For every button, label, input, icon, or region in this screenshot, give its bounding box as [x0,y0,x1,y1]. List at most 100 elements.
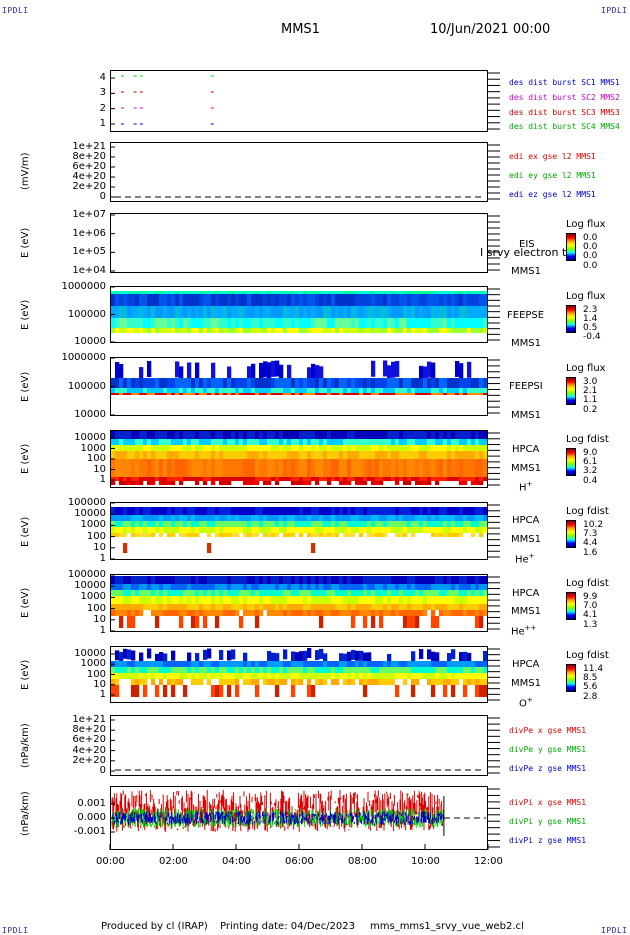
spec-feepsi-cell-1-93 [483,378,488,388]
spec-hpca-hepp-cell-5-84 [447,610,452,616]
spec-hpca-hepp-cell-4-52 [319,604,324,610]
spec-hpca-h-cell-1-56 [335,439,340,445]
spec-feepse-cell-4-75 [411,328,416,333]
spec-feepsi-cell-1-8 [143,378,148,388]
spec-feepse-cell-0-59 [347,291,352,294]
spec-hpca-h-cell-4-12 [159,459,164,477]
spec-feepse-cell-4-15 [171,328,176,333]
spec-feepse-cell-0-51 [315,291,320,294]
edi-ytick-2: 6e+20 [72,161,106,172]
spec-hpca-h-cell-3-20 [191,451,196,459]
spec-feepsi-cell-2-21 [195,388,200,393]
spec-feepse-cell-0-86 [455,291,460,294]
spec-hpca-o-cell-0-48 [303,650,308,661]
spec-hpca-hepp-cell-3-13 [163,596,168,604]
spec-feepsi-cell-0-37 [259,362,264,379]
spec-feepse-cell-4-14 [167,328,172,333]
divpe-legend-x: divPe x gse MMS1 [509,726,587,735]
spec-hpca-hepp-cell-0-25 [211,576,216,584]
spec-feepsi-cell-3-77 [419,393,424,395]
spec-hpca-hepp-cell-1-19 [187,584,192,590]
spec-feepse-cell-4-92 [479,328,484,333]
spec-feepsi-cell-2-56 [335,388,340,393]
eis-name: EIS [519,239,535,250]
spec-feepsi-cell-2-76 [415,388,420,393]
spec-hpca-h-cell-3-82 [439,451,444,459]
spec-feepse-cell-1-13 [163,294,168,306]
spec-hpca-hepp-cell-1-36 [255,584,260,590]
spec-hpca-he-cell-0-35 [251,507,256,515]
spec-feepse-cell-3-40 [271,318,276,328]
spec-hpca-o-cell-4-65 [371,679,376,685]
spec-hpca-h-cell-6-49 [307,481,312,485]
spec-hpca-o-cell-2-4 [127,667,132,673]
spec-hpca-he-cell-4-31 [235,533,240,537]
spec-hpca-hepp-cell-4-54 [327,604,332,610]
spec-feepsi-cell-3-92 [479,393,484,395]
spec-feepse-cell-3-43 [283,318,288,328]
spec-hpca-o-cell-1-38 [263,661,268,667]
spec-feepse-cell-4-6 [135,328,140,333]
spec-feepse-cell-3-30 [231,318,236,328]
spec-hpca-he-cell-3-54 [327,527,332,533]
spec-hpca-h-cell-6-92 [479,481,484,485]
hpca_o-ytick-3: 10 [93,678,106,690]
spec-hpca-hepp-cell-2-4 [127,590,132,596]
spec-hpca-h-cell-2-57 [339,445,344,451]
spec-hpca-hepp-cell-3-75 [411,596,416,604]
spec-feepse-cell-3-6 [135,318,140,328]
spec-hpca-o-cell-1-50 [311,661,316,667]
spec-hpca-h-cell-3-49 [307,451,312,459]
spec-hpca-o-cell-2-7 [139,667,144,673]
spec-feepse-cell-4-34 [247,328,252,333]
spec-feepse-cell-1-37 [259,294,264,306]
spec-hpca-he-cell-3-26 [215,527,220,533]
spec-feepse-cell-4-50 [311,328,316,333]
spec-hpca-h-cell-4-3 [123,459,128,477]
spec-hpca-he-cell-0-58 [343,507,348,515]
spec-feepsi-cell-3-36 [255,393,260,395]
spec-hpca-he-cell-3-91 [475,527,480,533]
spec-hpca-hepp-cell-3-83 [443,596,448,604]
spec-hpca-h-cell-1-92 [479,439,484,445]
feepse-cb-val-4: -0.4 [583,332,601,342]
spec-feepse-cell-3-42 [279,318,284,328]
spec-hpca-o-cell-3-93 [483,673,488,679]
feepsi-cb-val-2: 2.1 [583,386,598,396]
spec-hpca-hepp-cell-3-71 [395,596,400,604]
spec-feepsi-cell-0-52 [319,366,324,383]
spec-hpca-hepp-cell-0-93 [483,576,488,584]
spec-hpca-he-cell-4-15 [171,533,176,537]
spec-hpca-hepp-cell-5-90 [471,610,476,616]
spec-hpca-h-cell-5-29 [227,477,232,481]
spec-hpca-hepp-cell-4-21 [195,604,200,610]
divpe-ytick-0: 1e+21 [72,714,106,725]
spec-hpca-o-cell-5-83 [443,685,448,697]
spec-hpca-he-cell-4-54 [327,533,332,537]
spec-feepsi-cell-1-36 [255,378,260,388]
spec-hpca-h-cell-6-76 [415,481,420,485]
spec-hpca-h-cell-0-3 [123,431,128,439]
spec-hpca-h-cell-1-79 [427,439,432,445]
spec-feepsi-cell-3-26 [215,393,220,395]
spec-hpca-he-cell-0-84 [447,507,452,515]
spec-hpca-he-cell-3-65 [371,527,376,533]
spec-hpca-o-cell-3-0 [111,673,116,679]
spec-feepsi-cell-2-52 [319,388,324,393]
spec-hpca-h-cell-5-57 [339,477,344,481]
spec-feepse-cell-1-4 [127,294,132,306]
spec-hpca-h-cell-0-92 [479,431,484,439]
spec-hpca-he-cell-2-31 [235,521,240,527]
spec-feepse-cell-2-45 [291,306,296,318]
spec-feepsi-cell-3-73 [403,393,408,395]
spec-hpca-h-cell-3-70 [391,451,396,459]
spec-hpca-h-cell-5-26 [215,477,220,481]
spec-hpca-he-cell-2-61 [355,521,360,527]
spec-hpca-h-cell-0-16 [175,431,180,439]
spec-hpca-o-cell-3-13 [163,673,168,679]
spec-hpca-he-cell-0-47 [299,507,304,515]
feepsi-ytick-2: 10000 [74,409,106,420]
spec-hpca-h-cell-6-0 [111,481,116,485]
spec-hpca-h-cell-6-25 [211,481,216,485]
spec-hpca-o-cell-1-27 [219,661,224,667]
